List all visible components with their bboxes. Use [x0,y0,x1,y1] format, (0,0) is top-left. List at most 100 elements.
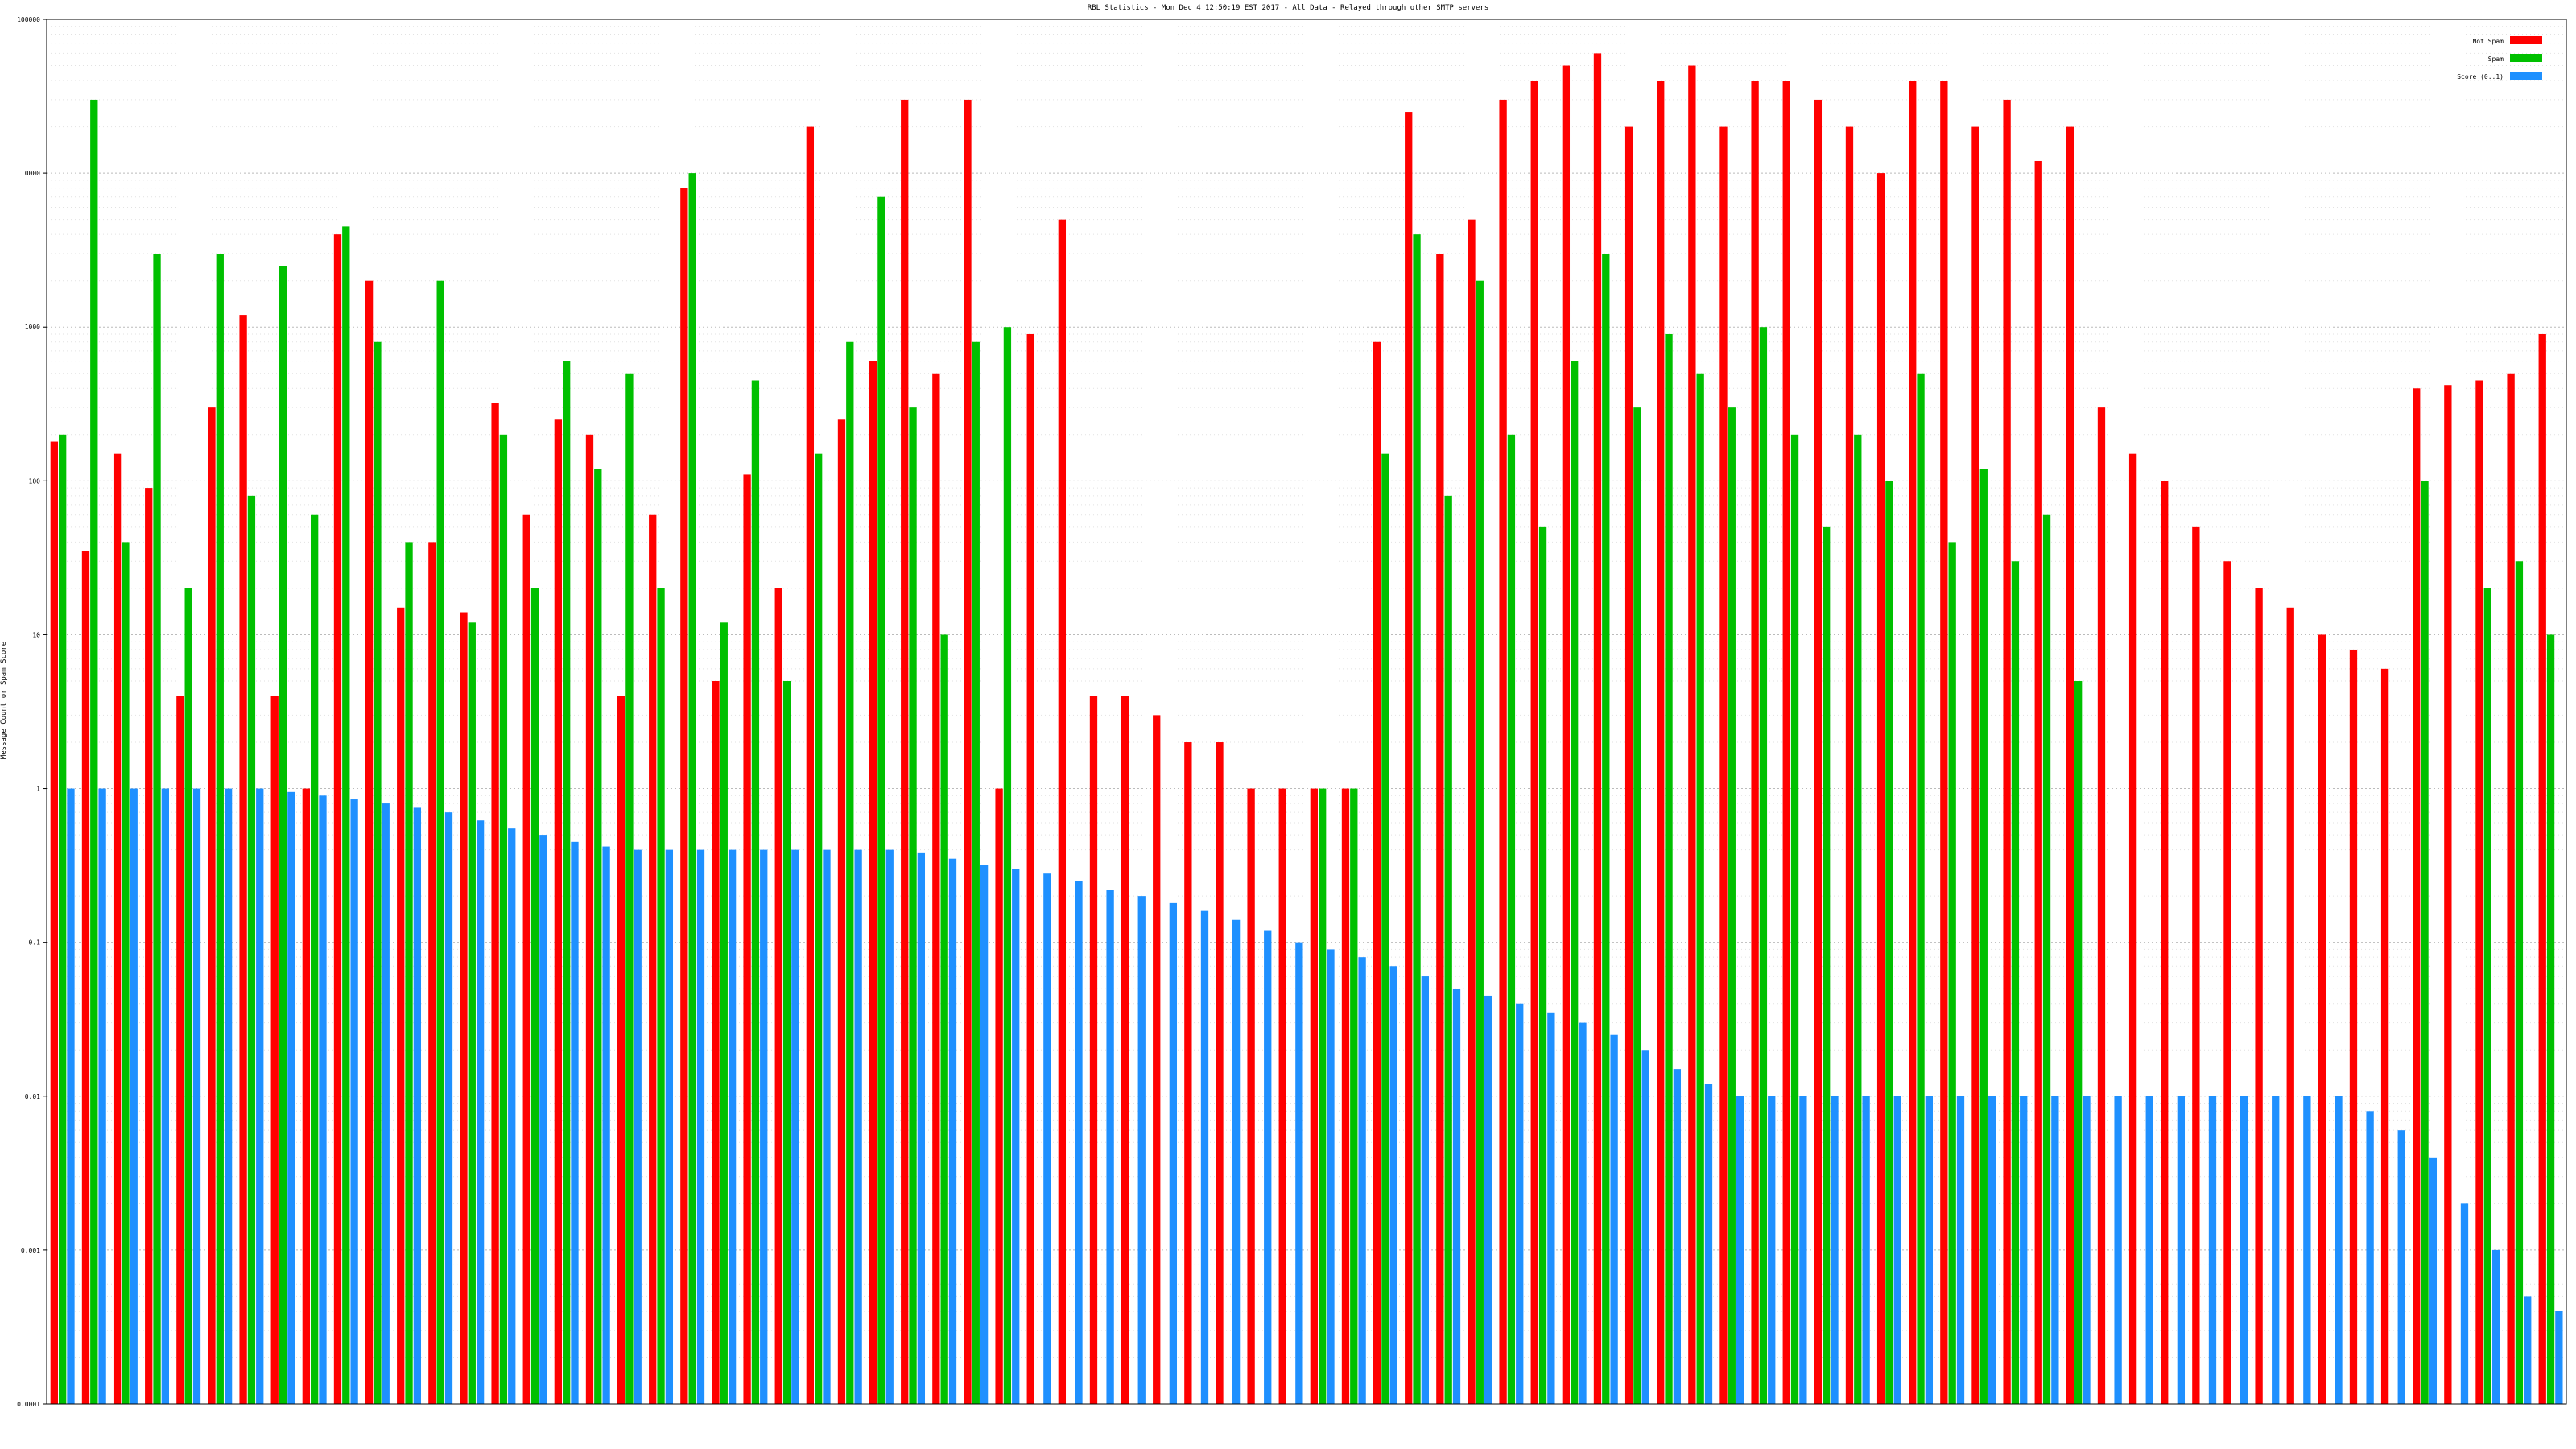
bar-score-0-1-20 [696,849,705,1404]
bar-score-0-1-27 [917,852,926,1404]
bar-spam-9 [342,226,350,1405]
bar-score-0-1-34 [1137,896,1146,1404]
bar-score-0-1-26 [886,849,894,1404]
bar-score-0-1-25 [854,849,862,1404]
bar-score-0-1-60 [1956,1096,1965,1404]
bar-score-0-1-41 [1358,957,1366,1404]
bar-not-spam-29 [964,99,972,1404]
bar-spam-52 [1696,373,1704,1404]
bar-score-0-1-10 [382,803,390,1404]
bar-not-spam-73 [2349,649,2358,1404]
bar-not-spam-77 [2475,380,2483,1404]
bar-spam-50 [1633,407,1641,1404]
bar-not-spam-34 [1121,696,1129,1404]
bar-not-spam-13 [460,612,468,1404]
bar-not-spam-76 [2444,385,2452,1404]
bar-score-0-1-70 [2272,1096,2280,1404]
bar-score-0-1-61 [1988,1096,1996,1404]
bar-score-0-1-29 [980,865,989,1404]
bar-score-0-1-30 [1012,869,1020,1404]
bar-not-spam-53 [1719,126,1728,1404]
bar-spam-2 [122,542,130,1405]
bar-spam-0 [59,434,67,1404]
bar-not-spam-72 [2318,634,2326,1404]
bar-spam-27 [909,407,917,1404]
bar-spam-20 [688,173,696,1405]
y-tick-label: 1000 [25,324,40,331]
bar-not-spam-0 [50,441,59,1405]
bar-score-0-1-33 [1106,890,1114,1404]
y-tick-label: 0.01 [25,1093,40,1100]
bar-not-spam-51 [1657,80,1665,1404]
bar-score-0-1-1 [98,788,106,1404]
bar-not-spam-17 [585,434,594,1404]
bar-not-spam-23 [774,588,782,1404]
bar-score-0-1-22 [760,849,768,1404]
bar-score-0-1-3 [161,788,170,1404]
bar-not-spam-40 [1310,788,1319,1404]
bar-spam-51 [1665,333,1673,1404]
legend-swatch [2510,36,2542,44]
bar-score-0-1-17 [602,846,610,1404]
bar-not-spam-63 [2034,160,2042,1404]
bar-score-0-1-16 [571,841,579,1404]
bar-spam-7 [279,266,287,1404]
bar-score-0-1-15 [539,835,547,1404]
bar-not-spam-31 [1026,333,1034,1404]
bar-not-spam-12 [428,542,436,1405]
bar-spam-79 [2546,634,2555,1404]
bar-not-spam-28 [932,373,940,1404]
bar-spam-10 [374,341,382,1404]
chart-title: RBL Statistics - Mon Dec 4 12:50:19 EST … [1088,4,1489,12]
bar-not-spam-24 [806,126,815,1404]
bar-score-0-1-63 [2051,1096,2059,1404]
bar-spam-1 [90,99,98,1404]
bar-spam-60 [1948,542,1956,1405]
bar-spam-22 [751,380,760,1404]
bar-not-spam-71 [2286,607,2294,1404]
bar-not-spam-47 [1530,80,1538,1404]
bar-score-0-1-4 [192,788,201,1404]
y-tick-label: 0.0001 [17,1401,40,1408]
bar-score-0-1-5 [224,788,233,1404]
bar-score-0-1-69 [2240,1096,2248,1404]
bar-not-spam-20 [680,188,688,1404]
bar-score-0-1-51 [1673,1069,1682,1404]
bar-not-spam-6 [239,315,247,1404]
bar-not-spam-41 [1341,788,1350,1404]
bar-spam-14 [499,434,508,1404]
bar-spam-44 [1444,495,1452,1404]
bar-not-spam-2 [113,453,122,1404]
bar-spam-53 [1728,407,1736,1404]
legend-label: Not Spam [2472,38,2504,45]
bar-not-spam-57 [1845,126,1854,1404]
bar-spam-57 [1854,434,1862,1404]
bar-not-spam-1 [81,551,90,1404]
bar-not-spam-43 [1405,112,1413,1405]
chart-legend: Not Spam Spam Score (0..1) [2457,36,2542,80]
bar-not-spam-5 [208,407,216,1404]
bar-not-spam-45 [1468,219,1476,1404]
bar-not-spam-9 [333,234,342,1404]
y-tick-label: 0.1 [29,939,41,947]
bar-score-0-1-55 [1799,1096,1807,1404]
bar-score-0-1-68 [2208,1096,2217,1404]
y-tick-label: 10000 [21,170,40,177]
bar-not-spam-16 [554,419,563,1404]
bar-spam-4 [184,588,192,1404]
bar-spam-56 [1823,526,1831,1404]
bar-spam-55 [1790,434,1799,1404]
bar-spam-3 [153,254,161,1404]
bar-spam-43 [1413,234,1421,1404]
bar-score-0-1-39 [1295,942,1303,1404]
bar-not-spam-27 [901,99,909,1404]
bar-not-spam-33 [1089,696,1098,1404]
bar-spam-5 [216,254,224,1404]
bar-score-0-1-62 [2020,1096,2028,1404]
bar-not-spam-18 [617,696,625,1404]
bar-score-0-1-58 [1893,1096,1901,1404]
bar-not-spam-44 [1436,254,1444,1404]
bar-score-0-1-11 [413,807,422,1404]
bar-spam-40 [1319,788,1327,1404]
bar-score-0-1-57 [1862,1096,1870,1404]
